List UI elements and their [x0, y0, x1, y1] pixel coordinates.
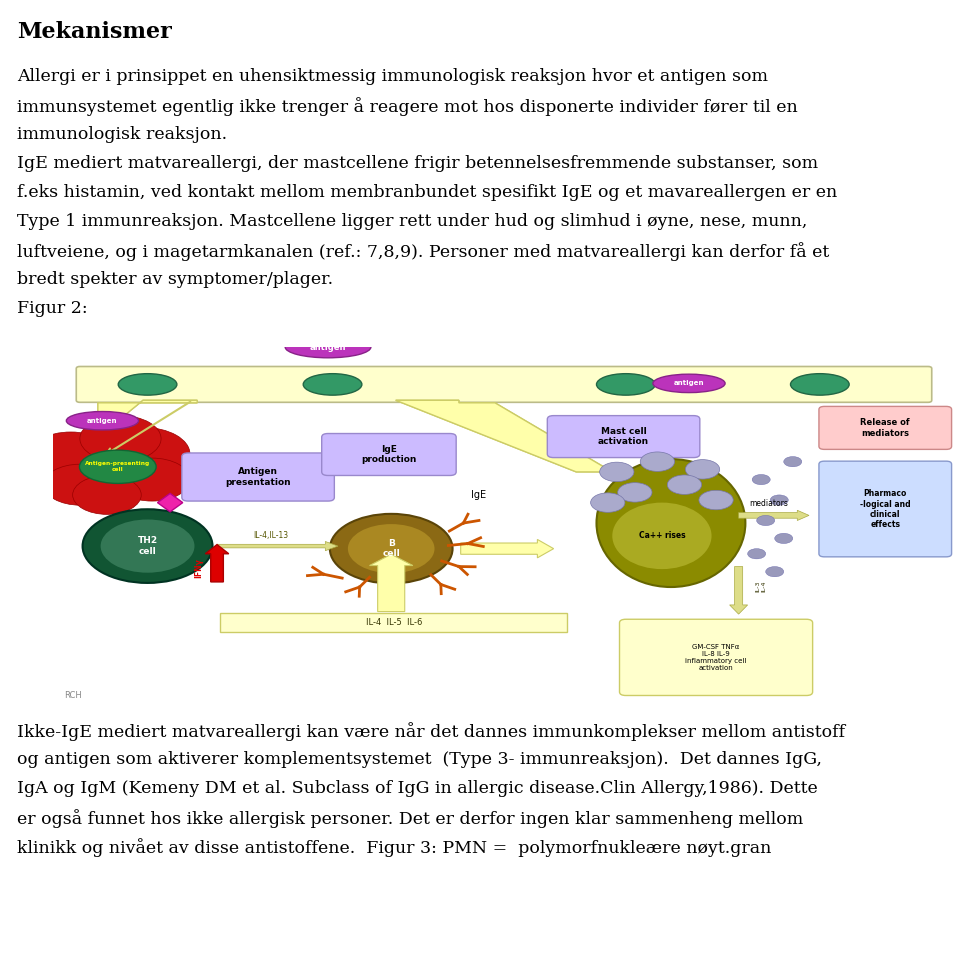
Text: Allergi er i prinsippet en uhensiktmessig immunologisk reaksjon hvor et antigen : Allergi er i prinsippet en uhensiktmessi…	[17, 68, 768, 85]
Text: mediators: mediators	[749, 499, 788, 508]
Circle shape	[73, 475, 141, 514]
Text: bredt spekter av symptomer/plager.: bredt spekter av symptomer/plager.	[17, 271, 333, 288]
Circle shape	[114, 458, 190, 501]
Ellipse shape	[118, 374, 177, 395]
FancyArrow shape	[730, 566, 748, 614]
Circle shape	[80, 415, 161, 462]
Circle shape	[756, 515, 775, 526]
Ellipse shape	[612, 502, 711, 569]
Text: Antigen
presentation: Antigen presentation	[226, 468, 291, 487]
Text: Ikke-IgE mediert matvareallergi kan være når det dannes immunkomplekser mellom a: Ikke-IgE mediert matvareallergi kan være…	[17, 722, 846, 741]
Ellipse shape	[80, 450, 156, 483]
Text: IgA og IgM (Kemeny DM et al. Subclass of IgG in allergic disease.Clin Allergy,19: IgA og IgM (Kemeny DM et al. Subclass of…	[17, 780, 818, 798]
FancyArrow shape	[370, 555, 413, 612]
Circle shape	[775, 533, 793, 544]
Ellipse shape	[303, 374, 362, 395]
Text: luftveiene, og i magetarmkanalen (ref.: 7,8,9). Personer med matvareallergi kan : luftveiene, og i magetarmkanalen (ref.: …	[17, 242, 829, 261]
Polygon shape	[157, 494, 182, 512]
Circle shape	[600, 462, 634, 482]
Text: B
cell: B cell	[382, 539, 400, 559]
Ellipse shape	[66, 411, 138, 430]
Circle shape	[348, 524, 435, 573]
Circle shape	[753, 474, 770, 485]
Circle shape	[770, 495, 788, 505]
Polygon shape	[71, 401, 197, 459]
Text: Antigen-presenting
cell: Antigen-presenting cell	[85, 462, 151, 472]
Text: IL-4  IL-5  IL-6: IL-4 IL-5 IL-6	[366, 618, 422, 627]
FancyArrow shape	[205, 545, 228, 582]
FancyBboxPatch shape	[181, 453, 334, 501]
Text: IL-4,IL-13: IL-4,IL-13	[253, 531, 289, 540]
Text: Mast cell
activation: Mast cell activation	[598, 427, 649, 446]
Polygon shape	[396, 401, 612, 472]
Text: IL-3
IL-4: IL-3 IL-4	[756, 580, 767, 591]
Ellipse shape	[285, 336, 371, 358]
Circle shape	[590, 493, 625, 512]
Circle shape	[783, 457, 802, 467]
Circle shape	[667, 475, 702, 495]
Circle shape	[101, 520, 195, 573]
FancyBboxPatch shape	[322, 434, 456, 475]
Text: Mekanismer: Mekanismer	[17, 21, 172, 44]
FancyBboxPatch shape	[220, 613, 567, 632]
FancyArrow shape	[738, 510, 809, 521]
Circle shape	[96, 428, 190, 480]
Text: Type 1 immunreaksjon. Mastcellene ligger rett under hud og slimhud i øyne, nese,: Type 1 immunreaksjon. Mastcellene ligger…	[17, 213, 807, 230]
Text: er også funnet hos ikke allergisk personer. Det er derfor ingen klar sammenheng : er også funnet hos ikke allergisk person…	[17, 809, 804, 829]
Circle shape	[28, 432, 114, 481]
Text: antigen: antigen	[310, 343, 347, 351]
Text: immunsystemet egentlig ikke trenger å reagere mot hos disponerte individer fører: immunsystemet egentlig ikke trenger å re…	[17, 97, 798, 116]
FancyBboxPatch shape	[819, 461, 951, 557]
Text: IgE
production: IgE production	[361, 445, 417, 465]
Circle shape	[640, 452, 675, 471]
Circle shape	[46, 435, 158, 499]
Circle shape	[748, 549, 766, 559]
Text: Figur 2:: Figur 2:	[17, 300, 88, 318]
Text: Pharmaco
-logical and
clinical
effects: Pharmaco -logical and clinical effects	[860, 489, 911, 529]
Ellipse shape	[653, 375, 725, 393]
FancyBboxPatch shape	[819, 407, 951, 449]
Circle shape	[617, 483, 652, 502]
FancyArrow shape	[461, 539, 554, 558]
Text: Ca++ rises: Ca++ rises	[638, 531, 685, 540]
Circle shape	[83, 509, 212, 583]
Text: IFNγ: IFNγ	[195, 558, 204, 578]
Text: IgE mediert matvareallergi, der mastcellene frigir betennelsesfremmende substans: IgE mediert matvareallergi, der mastcell…	[17, 155, 819, 172]
Circle shape	[330, 514, 452, 584]
Text: TH2
cell: TH2 cell	[137, 536, 157, 556]
Ellipse shape	[596, 374, 655, 395]
Text: immunologisk reaksjon.: immunologisk reaksjon.	[17, 126, 228, 143]
Text: IgE: IgE	[471, 490, 487, 499]
Circle shape	[685, 460, 720, 479]
Text: GM-CSF TNFα
IL-8 IL-9
inflammatory cell
activation: GM-CSF TNFα IL-8 IL-9 inflammatory cell …	[685, 644, 747, 671]
Text: klinikk og nivået av disse antistoffene.  Figur 3: PMN =  polymorfnukleære nøyt.: klinikk og nivået av disse antistoffene.…	[17, 838, 772, 858]
Text: antigen: antigen	[87, 418, 118, 424]
Ellipse shape	[790, 374, 850, 395]
FancyBboxPatch shape	[619, 620, 812, 695]
FancyArrow shape	[217, 541, 338, 551]
Circle shape	[44, 465, 116, 505]
FancyBboxPatch shape	[547, 415, 700, 458]
FancyBboxPatch shape	[76, 367, 932, 403]
Circle shape	[699, 491, 733, 510]
Text: RCH: RCH	[63, 691, 82, 700]
Text: Release of
mediators: Release of mediators	[860, 418, 910, 438]
Circle shape	[766, 566, 783, 577]
Text: antigen: antigen	[674, 380, 705, 386]
Text: f.eks histamin, ved kontakt mellom membranbundet spesifikt IgE og et mavarealler: f.eks histamin, ved kontakt mellom membr…	[17, 184, 837, 201]
Ellipse shape	[596, 459, 745, 587]
Text: og antigen som aktiverer komplementsystemet  (Type 3- immunreaksjon).  Det danne: og antigen som aktiverer komplementsyste…	[17, 751, 823, 769]
